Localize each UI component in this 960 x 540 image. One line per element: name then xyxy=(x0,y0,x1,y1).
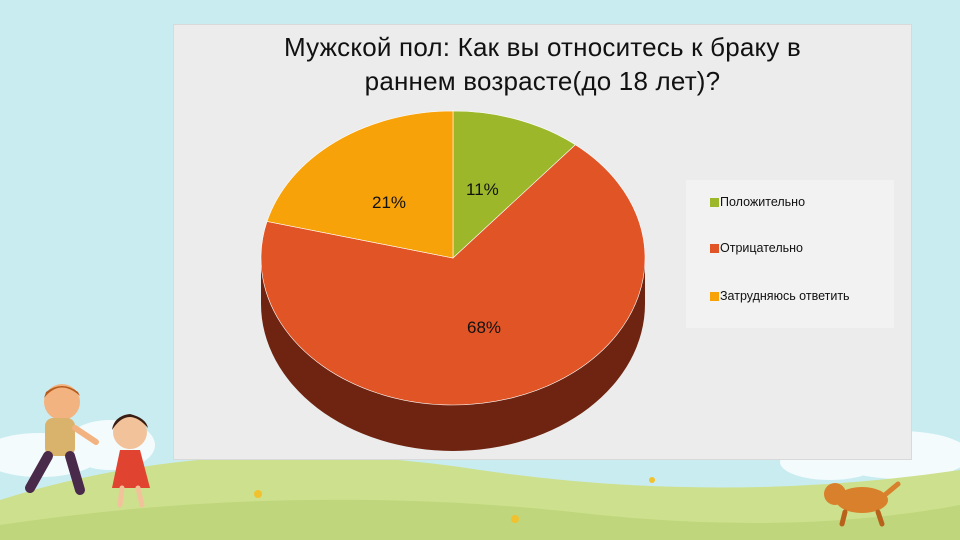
data-label-positive: 11% xyxy=(466,180,499,199)
legend-swatch-unsure xyxy=(710,291,719,301)
legend-label-unsure: Затрудняюсь ответить xyxy=(720,289,850,303)
legend-swatch-negative xyxy=(710,243,719,253)
legend: Положительно Отрицательно Затрудняюсь от… xyxy=(686,180,894,328)
girl-illustration xyxy=(112,414,150,508)
legend-item-negative: Отрицательно xyxy=(710,240,803,256)
pie-slice-unsure xyxy=(266,110,454,259)
legend-label-positive: Положительно xyxy=(720,195,806,209)
legend-item-unsure: Затрудняюсь ответить xyxy=(710,288,850,304)
pie-side-negative xyxy=(261,258,645,451)
legend-item-positive: Положительно xyxy=(710,194,805,210)
flowers xyxy=(254,477,655,523)
legend-label-negative: Отрицательно xyxy=(720,241,804,255)
boy-illustration xyxy=(25,384,99,495)
pie-slice-negative xyxy=(260,144,646,406)
data-label-unsure: 21% xyxy=(372,193,407,212)
legend-swatch-positive xyxy=(710,197,719,207)
chart-title: Мужской пол: Как вы относитесь к браку в… xyxy=(283,32,802,96)
dog-illustration xyxy=(824,481,901,527)
pie-slice-positive xyxy=(452,110,576,259)
data-label-negative: 68% xyxy=(467,318,502,337)
grass-hill-front xyxy=(0,499,960,540)
